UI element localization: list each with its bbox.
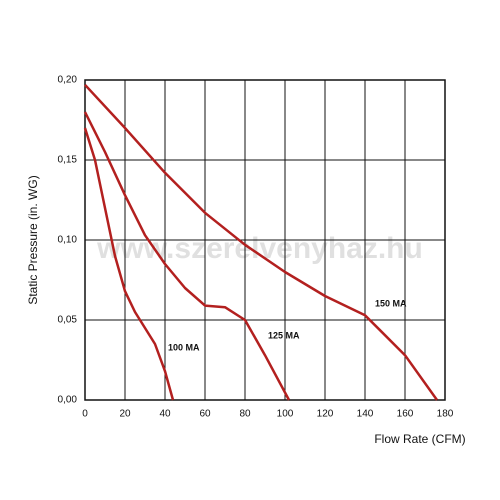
series-label: 125 MA <box>268 330 300 340</box>
x-tick-label: 60 <box>199 409 211 420</box>
x-tick-label: 120 <box>317 409 334 420</box>
y-tick-label: 0,20 <box>58 75 78 86</box>
y-tick-label: 0,15 <box>58 155 78 166</box>
x-tick-label: 80 <box>239 409 251 420</box>
x-tick-label: 140 <box>357 409 374 420</box>
series-line <box>83 111 291 401</box>
x-tick-label: 160 <box>397 409 414 420</box>
x-tick-label: 20 <box>119 409 131 420</box>
plot-frame <box>84 79 446 401</box>
x-tick-label: 100 <box>277 409 294 420</box>
y-tick-label: 0,10 <box>58 235 78 246</box>
series-line <box>83 127 175 401</box>
y-axis-title: Static Pressure (in. WG) <box>26 175 40 304</box>
x-axis-title: Flow Rate (CFM) <box>374 432 465 446</box>
y-tick-label: 0,05 <box>58 315 78 326</box>
series-line <box>84 83 439 401</box>
x-tick-label: 40 <box>159 409 171 420</box>
watermark: www.szerelvenyhaz.hu <box>96 232 423 265</box>
y-tick-label: 0,00 <box>58 395 78 406</box>
x-tick-label: 0 <box>82 409 88 420</box>
series-label: 100 MA <box>168 342 200 352</box>
x-tick-label: 180 <box>437 409 454 420</box>
series-label: 150 MA <box>375 298 407 308</box>
